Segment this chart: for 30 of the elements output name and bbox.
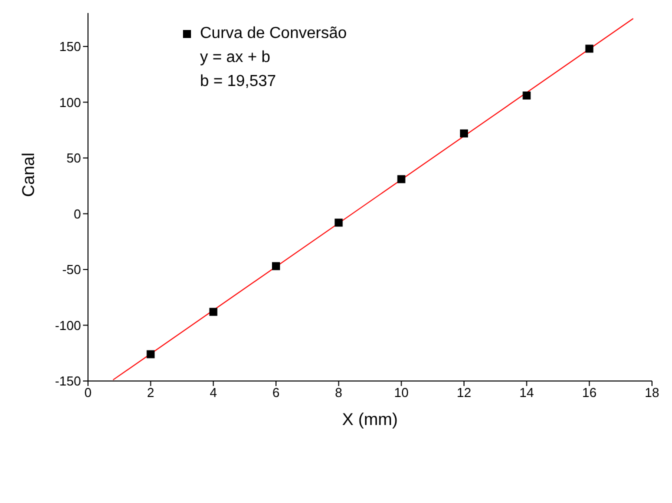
point <box>585 44 594 53</box>
y-tick-label: -50 <box>62 262 81 278</box>
annotation: y = ax + b <box>199 48 272 68</box>
point <box>209 308 218 316</box>
point <box>397 175 406 184</box>
y-tick-label: 0 <box>74 206 81 222</box>
x-tick-label: 8 <box>335 385 342 400</box>
y-tick-label: -150 <box>54 374 81 389</box>
y-tick-label: -100 <box>54 318 81 333</box>
x-tick-label: 14 <box>519 385 534 400</box>
x-tick-label: 2 <box>147 385 154 400</box>
x-tick-label: 10 <box>394 385 409 400</box>
x-axis-title: X (mm) <box>342 410 398 430</box>
point <box>146 350 155 358</box>
x-tick-label: 6 <box>272 385 280 400</box>
x-tick-label: 18 <box>644 385 660 400</box>
y-tick-label: 100 <box>59 94 81 110</box>
x-tick-label: 12 <box>456 385 472 400</box>
y-tick-label: 150 <box>59 39 81 54</box>
y-tick-label: 50 <box>66 150 81 166</box>
legend-label: Curva de Conversão <box>200 24 347 44</box>
x-tick-label: 0 <box>84 385 92 400</box>
point <box>522 92 531 100</box>
y-axis-title: Canal <box>19 152 38 197</box>
point <box>334 218 343 227</box>
annotation: b = 19,537 <box>199 72 278 92</box>
point <box>460 129 468 138</box>
x-tick-label: 4 <box>210 385 217 400</box>
point <box>272 262 280 270</box>
x-tick-label: 16 <box>582 385 597 400</box>
